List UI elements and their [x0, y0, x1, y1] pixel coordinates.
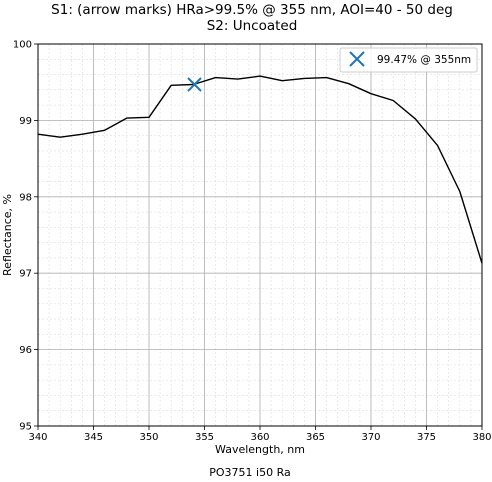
marker-layer	[187, 77, 202, 92]
legend-entry-label: 99.47% @ 355nm	[377, 54, 471, 66]
x-tick-label: 365	[306, 432, 325, 443]
reflectance-series-line	[37, 75, 483, 264]
x-tick-label: 360	[250, 432, 269, 443]
chart-title: S1: (arrow marks) HRa>99.5% @ 355 nm, AO…	[51, 2, 453, 34]
y-tick-label: 97	[19, 269, 32, 280]
y-tick-label: 98	[19, 192, 32, 203]
x-tick-label: 340	[28, 432, 47, 443]
legend: 99.47% @ 355nm	[339, 47, 478, 73]
x-marker-point	[187, 77, 202, 92]
x-axis-ticks: 340 345 350 355 360 365 370 375 380	[28, 426, 492, 443]
x-tick-label: 380	[472, 432, 491, 443]
chart-title-line-2: S2: Uncoated	[207, 18, 298, 34]
x-tick-label: 345	[84, 432, 103, 443]
legend-x-marker-icon	[349, 51, 365, 67]
series-layer	[37, 75, 483, 264]
x-tick-label: 375	[417, 432, 436, 443]
x-tick-label: 355	[195, 432, 214, 443]
y-tick-label: 99	[19, 116, 32, 127]
x-tick-label: 350	[139, 432, 158, 443]
chart-title-line-1: S1: (arrow marks) HRa>99.5% @ 355 nm, AO…	[51, 2, 453, 18]
y-tick-label: 96	[19, 345, 32, 356]
y-axis-ticks: 95 96 97 98 99 100	[13, 40, 38, 433]
y-tick-label: 100	[13, 40, 32, 51]
y-tick-label: 95	[19, 422, 32, 433]
figure-caption: PO3751 i50 Ra	[209, 466, 290, 479]
x-axis-label: Wavelength, nm	[215, 443, 305, 456]
x-tick-label: 370	[361, 432, 380, 443]
legend-box	[339, 47, 478, 73]
y-axis-label: Reflectance, %	[1, 194, 14, 276]
